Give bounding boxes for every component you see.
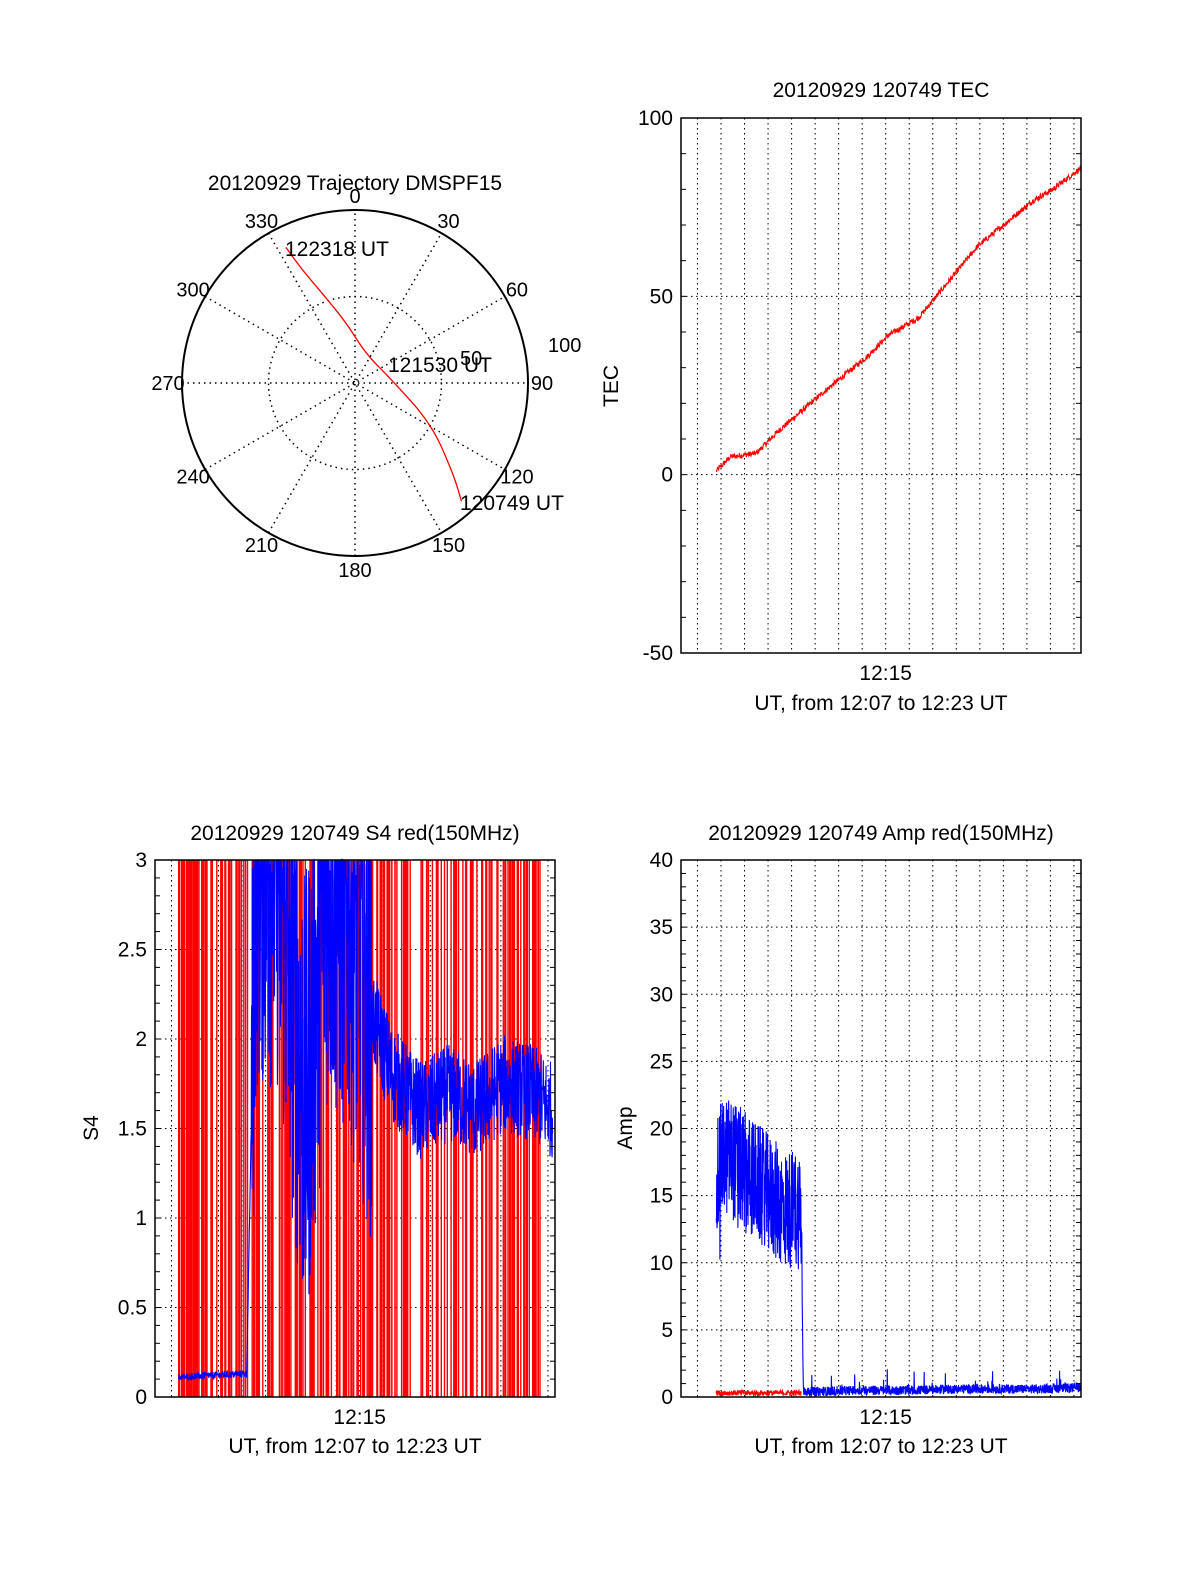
polar-angle-tick: 150 bbox=[432, 535, 465, 557]
polar-angle-tick: 240 bbox=[176, 467, 209, 489]
polar-angle-tick: 0 bbox=[349, 186, 360, 208]
amp-x-tick-label: 12:15 bbox=[859, 1406, 912, 1429]
polar-angle-tick: 270 bbox=[151, 373, 184, 395]
polar-grid bbox=[181, 209, 529, 557]
annotation-start-time: 120749 UT bbox=[460, 492, 564, 515]
amp-title: 20120929 120749 Amp red(150MHz) bbox=[708, 822, 1054, 845]
amp-y-tick-label: 30 bbox=[650, 983, 673, 1006]
polar-series bbox=[285, 247, 463, 502]
amp-y-tick-label: 10 bbox=[650, 1252, 673, 1275]
polar-angle-tick: 210 bbox=[245, 535, 278, 557]
polar-angle-tick: 180 bbox=[338, 560, 371, 582]
tec-y-tick-label: 0 bbox=[661, 464, 673, 487]
s4-x-tick-label: 12:15 bbox=[333, 1406, 386, 1429]
polar-angle-tick: 120 bbox=[500, 467, 533, 489]
polar-inner-ring bbox=[267, 295, 443, 471]
tec-panel: 20120929 120749 TEC TEC UT, from 12:07 t… bbox=[600, 79, 1082, 715]
s4-y-tick-label: 2.5 bbox=[118, 939, 147, 962]
polar-angle-tick: 90 bbox=[531, 373, 553, 395]
amp-y-tick-label: 35 bbox=[650, 916, 673, 939]
amp-panel: 20120929 120749 Amp red(150MHz) Amp UT, … bbox=[614, 822, 1082, 1458]
trajectory-line bbox=[285, 247, 463, 502]
polar-spoke bbox=[267, 232, 443, 534]
amp-y-tick-label: 15 bbox=[650, 1185, 673, 1208]
polar-angle-tick: 330 bbox=[245, 211, 278, 233]
polar-spoke bbox=[267, 232, 443, 534]
s4-y-tick-label: 2 bbox=[135, 1028, 147, 1051]
amp-y-axis-label: Amp bbox=[614, 1106, 637, 1149]
polar-spoke bbox=[204, 295, 506, 471]
s4-y-tick-label: 0.5 bbox=[118, 1297, 147, 1320]
amp-y-tick-label: 20 bbox=[650, 1118, 673, 1141]
s4-y-axis-label: S4 bbox=[80, 1115, 103, 1141]
s4-x-axis-label: UT, from 12:07 to 12:23 UT bbox=[228, 1435, 481, 1458]
polar-radius-tick-50: 50 bbox=[460, 348, 482, 370]
amp-y-tick-label: 25 bbox=[650, 1050, 673, 1073]
tec-frame bbox=[680, 117, 1082, 654]
amp-series bbox=[715, 1100, 1082, 1398]
polar-angle-tick: 60 bbox=[506, 280, 528, 302]
s4-blue-line bbox=[177, 858, 554, 1381]
s4-panel: 20120929 120749 S4 red(150MHz) S4 UT, fr… bbox=[80, 822, 556, 1458]
polar-angle-tick: 300 bbox=[176, 280, 209, 302]
tec-axes: -50 0 50 100 12:15 bbox=[638, 107, 1082, 685]
polar-spoke bbox=[204, 295, 506, 471]
tec-y-tick-label: 50 bbox=[650, 285, 673, 308]
s4-axes: 0 0.5 1 1.5 2 2.5 3 12:15 bbox=[118, 849, 556, 1429]
tec-grid bbox=[681, 117, 1081, 654]
s4-title: 20120929 120749 S4 red(150MHz) bbox=[190, 822, 519, 845]
trajectory-panel: 20120929 Trajectory DMSPF15 0 30 60 90 120 15… bbox=[151, 172, 581, 582]
s4-y-tick-label: 1 bbox=[135, 1207, 147, 1230]
tec-y-tick-label: 100 bbox=[638, 107, 673, 130]
tec-x-tick-label: 12:15 bbox=[859, 662, 912, 685]
tec-y-tick-label: -50 bbox=[643, 642, 673, 665]
amp-red-line bbox=[715, 1388, 802, 1398]
tec-series bbox=[715, 165, 1082, 472]
polar-radius-tick-100: 100 bbox=[548, 335, 581, 357]
amp-x-axis-label: UT, from 12:07 to 12:23 UT bbox=[754, 1435, 1007, 1458]
amp-y-tick-label: 40 bbox=[650, 849, 673, 872]
s4-y-tick-label: 1.5 bbox=[118, 1118, 147, 1141]
tec-x-axis-label: UT, from 12:07 to 12:23 UT bbox=[754, 692, 1007, 715]
amp-blue-line bbox=[715, 1100, 1082, 1398]
amp-y-tick-label: 0 bbox=[661, 1386, 673, 1409]
s4-frame bbox=[154, 859, 556, 1398]
amp-y-tick-label: 5 bbox=[661, 1319, 673, 1342]
annotation-end-time: 122318 UT bbox=[285, 238, 389, 261]
amp-frame bbox=[680, 859, 1082, 1398]
s4-y-tick-label: 3 bbox=[135, 849, 147, 872]
tec-line bbox=[715, 165, 1082, 472]
amp-axes: 0 5 10 15 20 25 30 35 40 12:15 bbox=[650, 849, 1082, 1429]
polar-angle-ticks: 0 30 60 90 120 150 180 210 240 270 300 330 bbox=[151, 186, 553, 582]
tec-y-axis-label: TEC bbox=[600, 365, 623, 407]
tec-title: 20120929 120749 TEC bbox=[773, 79, 990, 102]
annotation-mid-time: 121530 UT bbox=[388, 354, 492, 377]
polar-angle-tick: 30 bbox=[437, 211, 459, 233]
s4-y-tick-label: 0 bbox=[135, 1386, 147, 1409]
trajectory-title: 20120929 Trajectory DMSPF15 bbox=[208, 172, 502, 195]
s4-series bbox=[177, 858, 554, 1397]
